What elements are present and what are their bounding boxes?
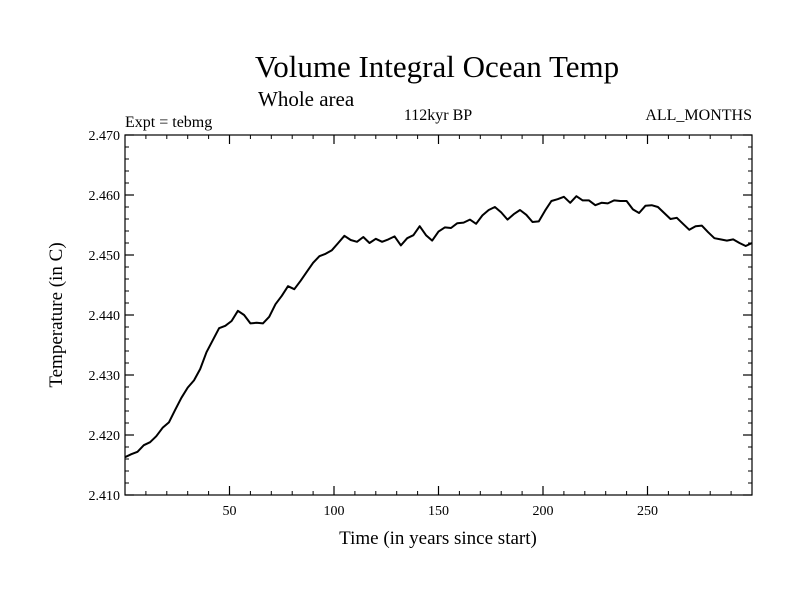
y-axis-label: Temperature (in C) <box>46 242 67 387</box>
experiment-label: Expt = tebmg <box>125 114 212 131</box>
plot-frame <box>124 134 753 496</box>
x-tick-label: 100 <box>324 504 345 519</box>
y-tick-label: 2.430 <box>89 369 121 384</box>
y-tick-label: 2.440 <box>89 309 121 324</box>
y-tick-label: 2.410 <box>89 489 121 504</box>
x-axis-label: Time (in years since start) <box>339 528 537 549</box>
x-axis-ticks: 50 100 150 200 250 <box>223 135 658 519</box>
y-tick-label: 2.460 <box>89 189 121 204</box>
y-tick-label: 2.420 <box>89 429 121 444</box>
x-tick-label: 250 <box>637 504 658 519</box>
months-label: ALL_MONTHS <box>645 107 752 124</box>
x-tick-label: 200 <box>533 504 554 519</box>
x-tick-label: 150 <box>428 504 449 519</box>
temperature-series-line <box>124 195 753 459</box>
period-label: 112kyr BP <box>404 107 472 124</box>
y-tick-label: 2.450 <box>89 249 121 264</box>
x-tick-label: 50 <box>223 504 237 519</box>
chart-subtitle: Whole area <box>258 87 355 111</box>
chart-title: Volume Integral Ocean Temp <box>255 49 619 84</box>
y-tick-label: 2.470 <box>89 129 121 144</box>
y-axis-ticks: 2.410 2.420 2.430 2.440 2.450 2.460 2.470 <box>89 129 752 504</box>
minor-ticks <box>125 135 752 495</box>
